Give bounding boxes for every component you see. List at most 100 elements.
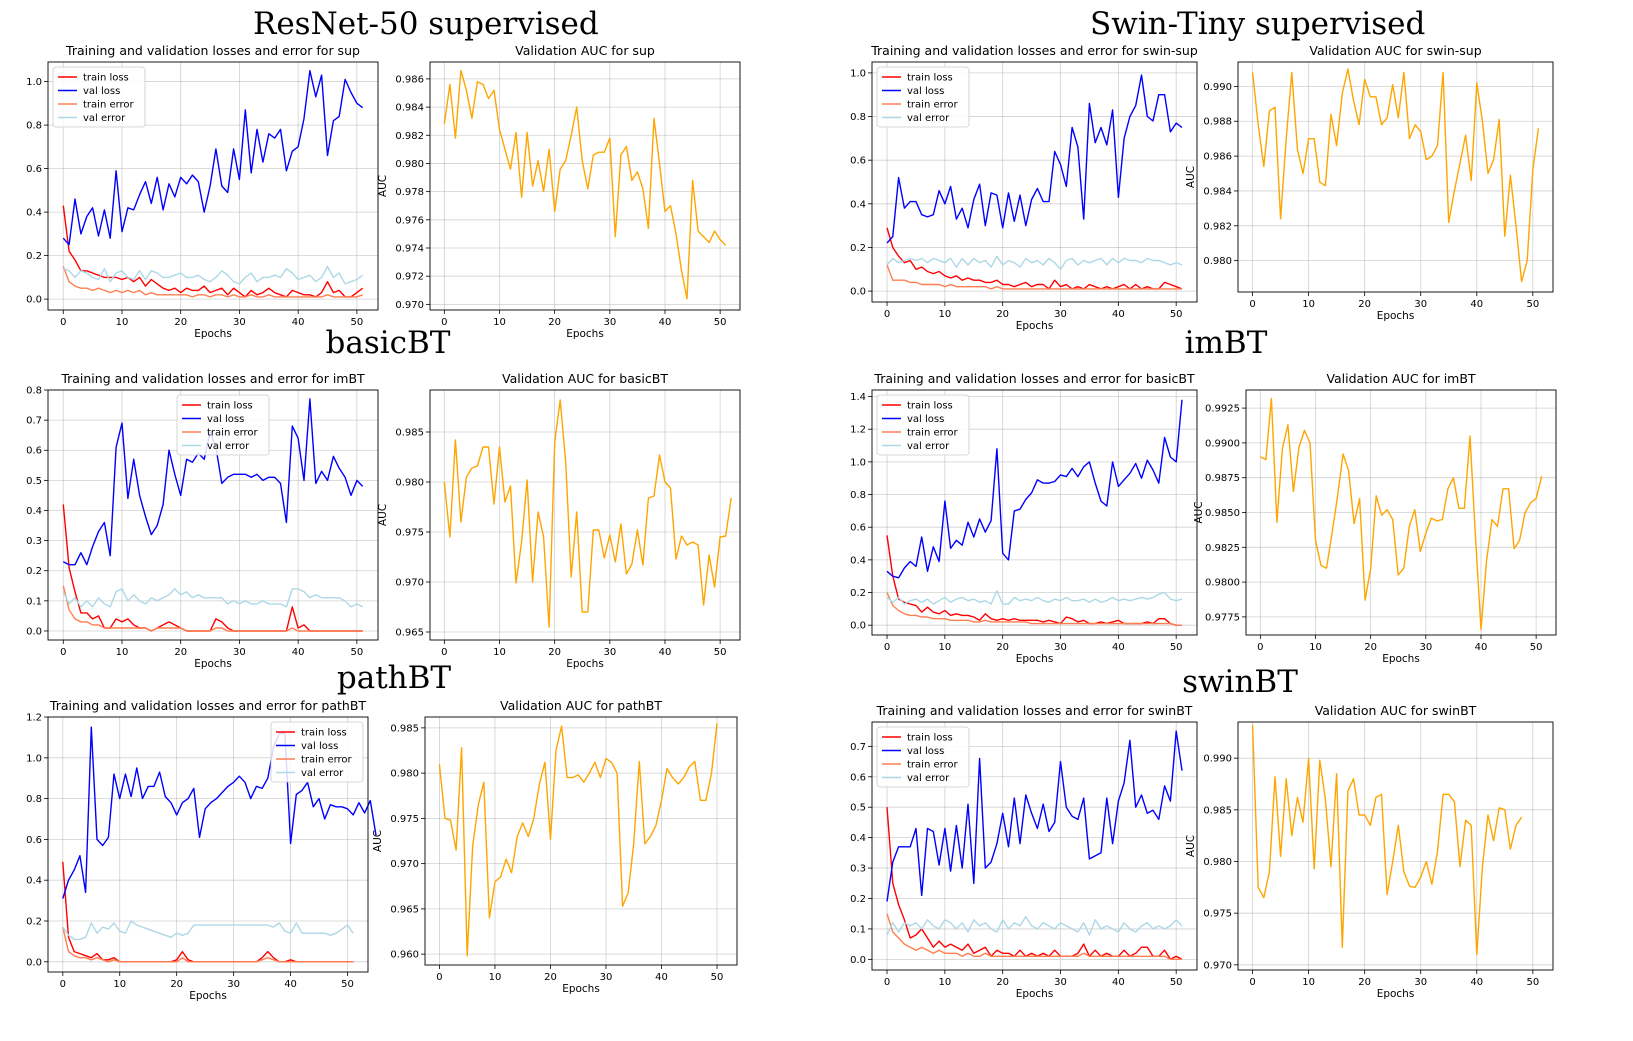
y-axis-label: AUC xyxy=(377,504,389,526)
x-axis-label: Epochs xyxy=(1382,653,1420,665)
legend-label: train error xyxy=(907,760,959,771)
chart-pathbt-loss: 0 10 20 30 40 50 0.0 0.2 0.4 0.6 0.8 1.0 1.2 Training… xyxy=(26,698,377,1002)
chart-title: Validation AUC for imBT xyxy=(1326,371,1475,386)
tick-label-y: 0.9850 xyxy=(1205,508,1240,519)
tick-label-x: 0 xyxy=(1249,977,1255,988)
tick-label-y: 0.2 xyxy=(850,588,866,599)
legend-label: train loss xyxy=(301,728,347,739)
plot-frame xyxy=(47,389,379,641)
legend: train loss val loss train error val error xyxy=(876,726,970,788)
legend-box xyxy=(876,394,970,456)
tick-label-x: 50 xyxy=(714,647,727,658)
tick-label-y: 1.0 xyxy=(26,753,42,764)
tick-label-y: 0.2 xyxy=(850,894,866,905)
legend-label: train error xyxy=(207,428,259,439)
series-line-val-error xyxy=(886,255,1183,271)
tick-label-y: 0.980 xyxy=(395,478,424,489)
plot-frame xyxy=(1237,721,1554,971)
tick-label-x: 10 xyxy=(493,317,506,328)
tick-label-x: 0 xyxy=(884,977,890,988)
tick-label-y: 0.6 xyxy=(26,446,42,457)
series-line-val-loss xyxy=(62,726,377,899)
plot-frame xyxy=(47,61,379,311)
x-axis-label: Epochs xyxy=(1377,310,1415,322)
tick-label-y: 1.2 xyxy=(850,425,866,436)
tick-label-y: 0.9800 xyxy=(1205,578,1240,589)
legend: train loss val loss train error val error xyxy=(876,66,970,128)
chart-title: Training and validation losses and error… xyxy=(870,43,1198,58)
chart-title: Training and validation losses and error… xyxy=(873,371,1195,386)
tick-label-y: 0.0 xyxy=(850,621,866,632)
tick-label-x: 10 xyxy=(938,309,951,320)
tick-label-y: 0.2 xyxy=(850,243,866,254)
tick-label-x: 40 xyxy=(1470,299,1483,310)
y-axis-label: AUC xyxy=(1193,501,1205,523)
tick-label-x: 10 xyxy=(1302,299,1315,310)
chart-swin-auc: 0 10 20 30 40 50 0.980 0.982 0.984 0.986 0.988 0.99… xyxy=(1185,43,1554,322)
tick-label-y: 0.982 xyxy=(395,131,424,142)
series-line-train-error xyxy=(886,592,1182,626)
tick-label-x: 50 xyxy=(1170,309,1183,320)
tick-label-x: 10 xyxy=(1302,977,1315,988)
x-axis-label: Epochs xyxy=(566,658,604,670)
tick-label-y: 0.5 xyxy=(850,803,866,814)
tick-label-x: 30 xyxy=(1414,977,1427,988)
chart-title: Training and validation losses and error… xyxy=(876,703,1193,718)
legend-box xyxy=(876,726,970,788)
chart-basicbt-auc: 0 10 20 30 40 50 0.965 0.970 0.975 0.980 0.985 Vali… xyxy=(377,371,741,670)
legend: train loss val loss train error val error xyxy=(52,66,146,128)
tick-label-x: 30 xyxy=(603,647,616,658)
legend-box xyxy=(876,66,970,128)
legend: train loss val loss train error val error xyxy=(270,721,364,783)
tick-label-x: 50 xyxy=(1170,642,1183,653)
chart-title: Training and validation losses and error… xyxy=(60,371,365,386)
series-line-val-loss xyxy=(62,70,364,246)
tick-label-y: 0.960 xyxy=(390,950,419,961)
tick-label-y: 0.988 xyxy=(1203,117,1232,128)
tick-label-x: 40 xyxy=(659,317,672,328)
legend-label: val loss xyxy=(907,86,944,97)
plot-area xyxy=(430,390,740,640)
tick-label-x: 20 xyxy=(548,647,561,658)
legend: train loss val loss train error val error xyxy=(176,394,270,456)
tick-label-x: 50 xyxy=(714,317,727,328)
chart-resnet-auc: 0 10 20 30 40 50 0.970 0.972 0.974 0.976 0.978 0.98… xyxy=(377,43,741,340)
series-line-val-error xyxy=(62,920,354,941)
title-basicbt: basicBT xyxy=(325,325,451,361)
series-line-val-error xyxy=(63,265,364,285)
plot-frame xyxy=(1245,389,1557,636)
tick-label-y: 0.2 xyxy=(26,566,42,577)
series-line-val-error xyxy=(886,590,1183,605)
tick-label-y: 0.984 xyxy=(395,103,424,114)
tick-label-y: 0.9825 xyxy=(1205,543,1240,554)
tick-label-y: 1.0 xyxy=(850,68,866,79)
tick-label-x: 20 xyxy=(170,979,183,990)
tick-label-x: 20 xyxy=(174,647,187,658)
tick-label-y: 1.0 xyxy=(26,77,42,88)
legend-box xyxy=(176,394,270,456)
legend-label: train loss xyxy=(83,73,129,84)
tick-label-x: 0 xyxy=(60,647,66,658)
tick-label-y: 0.6 xyxy=(850,523,866,534)
plot-frame xyxy=(871,389,1198,636)
tick-label-x: 40 xyxy=(1112,642,1125,653)
chart-title: Validation AUC for basicBT xyxy=(502,371,668,386)
legend-label: train error xyxy=(907,100,959,111)
tick-label-x: 40 xyxy=(1112,309,1125,320)
title-swin: Swin-Tiny supervised xyxy=(1090,6,1426,42)
series-line-auc xyxy=(443,69,727,300)
series-line-val-error xyxy=(62,588,364,608)
tick-label-x: 50 xyxy=(350,647,363,658)
x-axis-label: Epochs xyxy=(189,990,227,1002)
tick-label-y: 0.7 xyxy=(26,416,42,427)
tick-label-y: 0.5 xyxy=(26,476,42,487)
tick-label-x: 20 xyxy=(548,317,561,328)
tick-label-x: 0 xyxy=(1257,642,1263,653)
tick-label-y: 0.6 xyxy=(850,772,866,783)
tick-label-y: 0.986 xyxy=(395,74,424,85)
tick-label-x: 10 xyxy=(1309,642,1322,653)
tick-label-y: 0.975 xyxy=(390,814,419,825)
x-axis-label: Epochs xyxy=(1016,653,1054,665)
tick-label-y: 0.8 xyxy=(26,386,42,397)
tick-label-y: 0.8 xyxy=(26,121,42,132)
